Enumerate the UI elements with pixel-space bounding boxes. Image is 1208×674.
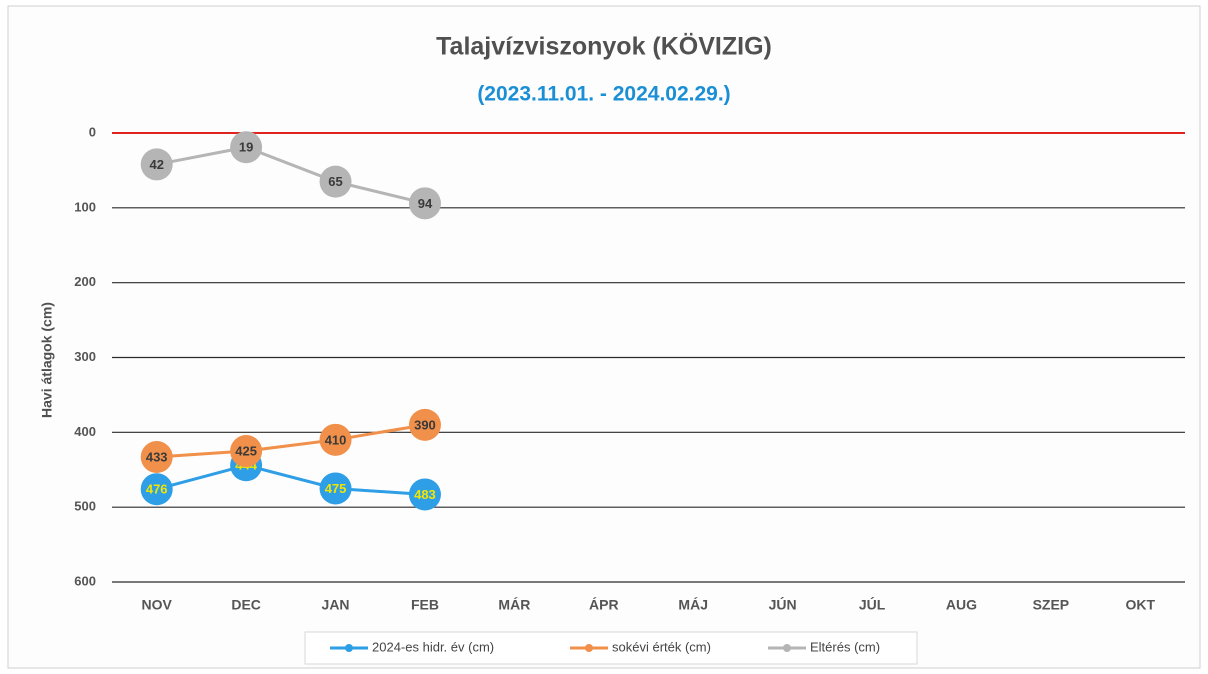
x-tick-label: FEB (411, 597, 439, 613)
legend-box (304, 631, 918, 665)
x-tick-label: DEC (231, 597, 261, 613)
data-label: 476 (146, 482, 168, 497)
y-axis-label: Havi átlagok (cm) (39, 302, 55, 418)
series-line (156, 145, 426, 205)
data-label: 433 (146, 449, 168, 464)
series-marker (319, 165, 352, 198)
y-tick-label: 500 (74, 499, 96, 514)
data-label: 425 (235, 443, 257, 458)
chart-frame (7, 5, 1201, 669)
series-marker (140, 441, 173, 474)
x-tick-label: AUG (946, 597, 977, 613)
y-tick-label: 200 (74, 274, 96, 289)
data-label: 65 (328, 174, 342, 189)
series-marker (140, 148, 173, 181)
data-label: 390 (414, 417, 436, 432)
series-marker (319, 423, 352, 456)
x-tick-label: JÚN (769, 596, 797, 613)
series-line (156, 463, 426, 496)
x-tick-label: NOV (142, 597, 173, 613)
y-tick-label: 0 (89, 124, 96, 139)
chart-subtitle: (2023.11.01. - 2024.02.29.) (477, 83, 730, 106)
series-marker (408, 187, 441, 220)
data-label: 483 (414, 487, 436, 502)
legend-swatch-marker (585, 644, 593, 652)
legend-swatch-marker (783, 644, 791, 652)
series-marker (230, 131, 263, 164)
series-line (156, 423, 426, 459)
data-label: 94 (418, 196, 433, 211)
x-tick-label: SZEP (1033, 597, 1070, 613)
series-marker (319, 472, 352, 505)
y-tick-label: 600 (74, 573, 96, 588)
x-tick-label: JAN (322, 597, 350, 613)
legend-label: sokévi érték (cm) (612, 639, 711, 654)
legend-swatch-marker (345, 644, 353, 652)
series-marker (230, 435, 263, 468)
series-marker (140, 473, 173, 506)
y-tick-label: 100 (74, 199, 96, 214)
legend-label: 2024-es hidr. év (cm) (372, 639, 494, 654)
x-tick-label: OKT (1126, 597, 1156, 613)
series-marker (408, 408, 441, 441)
y-tick-label: 300 (74, 349, 96, 364)
data-label: 19 (239, 140, 253, 155)
chart-title: Talajvízviszonyok (KÖVIZIG) (436, 32, 772, 61)
y-tick-label: 400 (74, 424, 96, 439)
x-tick-label: ÁPR (589, 597, 619, 613)
data-label: 410 (325, 432, 347, 447)
x-tick-label: MÁJ (678, 597, 708, 613)
legend-label: Eltérés (cm) (810, 639, 880, 654)
data-label: 475 (325, 481, 347, 496)
x-tick-label: JÚL (859, 596, 886, 613)
x-tick-label: MÁR (498, 597, 530, 613)
series-marker (408, 478, 441, 511)
data-label: 42 (149, 157, 163, 172)
